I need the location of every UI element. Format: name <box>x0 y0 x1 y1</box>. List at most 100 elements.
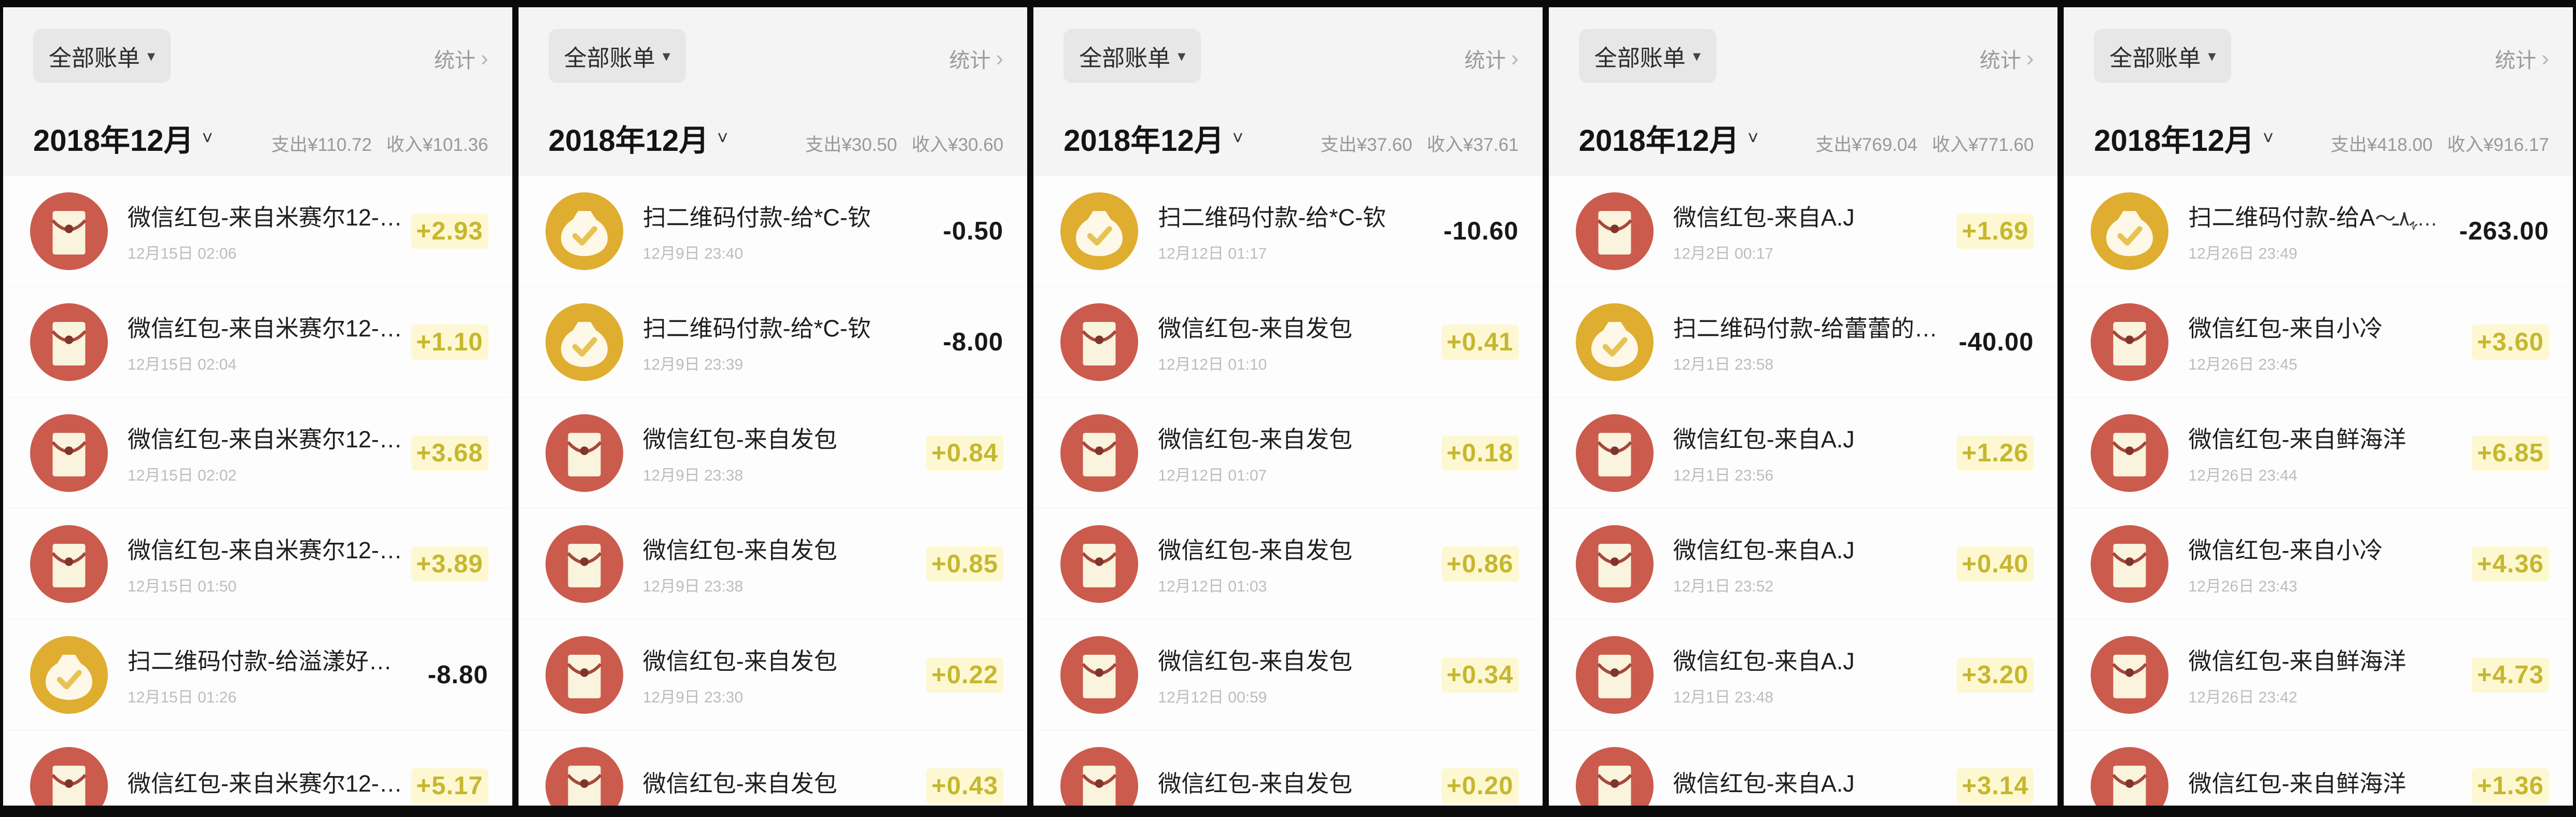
red-envelope-icon <box>1060 414 1139 492</box>
transaction-date: 12月1日 23:56 <box>1673 467 1774 484</box>
filter-dropdown[interactable]: 全部账单 ▾ <box>1578 29 1716 83</box>
transaction-row[interactable]: 微信红包-来自发包〜ﮩ٨ـ… 12月12日 00:59 +0.34 <box>1033 619 1543 730</box>
transaction-amount: +1.26 <box>1956 435 2034 471</box>
transaction-row[interactable]: 扫二维码付款-给*C-钦〜ﮩ٨ـ… 12月9日 23:39 -8.00 <box>518 286 1028 397</box>
transaction-info: 微信红包-来自米赛尔12-…〜ﮩ٨ـ… <box>128 765 401 806</box>
transaction-title: 扫二维码付款-给*C-钦〜ﮩ٨ـ… <box>642 204 871 231</box>
transaction-row[interactable]: 微信红包-来自发包〜ﮩ٨ـ… 12月12日 01:03 +0.86 <box>1033 508 1543 619</box>
red-envelope-icon <box>1060 636 1139 714</box>
filter-dropdown-label: 全部账单 <box>49 46 140 71</box>
stats-link[interactable]: 统计 › <box>1464 44 1519 74</box>
transaction-amount: +4.36 <box>2471 546 2549 582</box>
month-totals: 支出¥30.50 收入¥30.60 <box>805 130 1003 157</box>
transaction-row[interactable]: 微信红包-来自米赛尔12-…〜ﮩ٨ـ… +5.17 <box>3 730 512 806</box>
month-label: 2018年12月 <box>548 124 709 158</box>
filter-dropdown-label: 全部账单 <box>1594 46 1686 71</box>
transaction-amount: -0.50 <box>943 217 1004 245</box>
month-selector[interactable]: 2018年12月 ˅ <box>2094 116 2274 160</box>
filter-dropdown[interactable]: 全部账单 ▾ <box>2094 29 2232 83</box>
income-total: 收入¥771.60 <box>1931 135 2034 155</box>
chevron-down-icon: ˅ <box>2262 127 2274 148</box>
transaction-row[interactable]: 微信红包-来自A.J〜ﮩ٨ـ… 12月1日 23:48 +3.20 <box>1548 619 2058 730</box>
transaction-date: 12月15日 02:02 <box>128 467 237 484</box>
transaction-list: 微信红包-来自A.J〜ﮩ٨ـ… 12月2日 00:17 +1.69 扫二维码付款… <box>1548 175 2058 806</box>
transaction-info: 扫二维码付款-给*C-钦〜ﮩ٨ـ… 12月9日 23:40 <box>643 199 933 263</box>
transaction-info: 微信红包-来自鲜海洋〜ﮩ٨ـ… 12月26日 23:44 <box>2188 420 2461 485</box>
transaction-row[interactable]: 微信红包-来自发包〜ﮩ٨ـ… +0.20 <box>1033 730 1543 806</box>
transaction-date: 12月15日 02:06 <box>128 245 237 262</box>
transaction-date: 12月12日 00:59 <box>1158 689 1267 706</box>
stats-link[interactable]: 统计 › <box>2495 44 2549 74</box>
transaction-row[interactable]: 微信红包-来自米赛尔12-…〜ﮩ٨ـ… 12月15日 02:06 +2.93 <box>3 175 512 286</box>
transaction-row[interactable]: 扫二维码付款-给*C-钦〜ﮩ٨ـ… 12月12日 01:17 -10.60 <box>1033 175 1543 286</box>
transaction-amount: +0.84 <box>926 435 1004 471</box>
filter-dropdown[interactable]: 全部账单 ▾ <box>33 29 171 83</box>
transaction-row[interactable]: 微信红包-来自A.J〜ﮩ٨ـ… +3.14 <box>1548 730 2058 806</box>
transaction-row[interactable]: 微信红包-来自小冷〜ﮩ٨ـ… 12月26日 23:45 +3.60 <box>2064 286 2573 397</box>
income-total: 收入¥37.61 <box>1426 135 1519 155</box>
transaction-row[interactable]: 微信红包-来自发包〜ﮩ٨ـ… 12月9日 23:30 +0.22 <box>518 619 1028 730</box>
stats-link[interactable]: 统计 › <box>434 44 488 74</box>
transaction-date: 12月9日 23:30 <box>642 689 744 706</box>
transaction-date: 12月26日 23:44 <box>2188 467 2298 484</box>
transaction-row[interactable]: 扫二维码付款-给溢漾好…〜ﮩ٨ـ… 12月15日 01:26 -8.80 <box>3 619 512 730</box>
transaction-amount: +3.89 <box>411 546 488 582</box>
transaction-amount: +0.85 <box>926 546 1004 582</box>
transaction-row[interactable]: 微信红包-来自发包〜ﮩ٨ـ… 12月9日 23:38 +0.84 <box>518 397 1028 508</box>
money-bag-icon <box>30 636 108 714</box>
transaction-date: 12月9日 23:39 <box>642 356 744 373</box>
red-envelope-icon <box>30 525 108 603</box>
filter-dropdown[interactable]: 全部账单 ▾ <box>1063 29 1201 83</box>
transaction-row[interactable]: 微信红包-来自小冷〜ﮩ٨ـ… 12月26日 23:43 +4.36 <box>2064 508 2573 619</box>
transaction-row[interactable]: 微信红包-来自A.J〜ﮩ٨ـ… 12月1日 23:56 +1.26 <box>1548 397 2058 508</box>
transaction-date: 12月12日 01:03 <box>1158 578 1267 595</box>
month-selector[interactable]: 2018年12月 ˅ <box>1579 116 1759 160</box>
transaction-amount: +0.43 <box>926 768 1004 804</box>
transaction-title: 微信红包-来自小冷〜ﮩ٨ـ… <box>2188 537 2383 564</box>
chevron-right-icon: › <box>1511 46 1519 71</box>
transaction-row[interactable]: 扫二维码付款-给A〜ﮩ٨ـ… 12月26日 23:49 -263.00 <box>2064 175 2573 286</box>
stats-link[interactable]: 统计 › <box>1980 44 2034 74</box>
transaction-row[interactable]: 扫二维码付款-给蕾蕾的…〜ﮩ٨ـ… 12月1日 23:58 -40.00 <box>1548 286 2058 397</box>
transaction-row[interactable]: 微信红包-来自鲜海洋〜ﮩ٨ـ… 12月26日 23:42 +4.73 <box>2064 619 2573 730</box>
transaction-row[interactable]: 微信红包-来自发包〜ﮩ٨ـ… +0.43 <box>518 730 1028 806</box>
transaction-row[interactable]: 微信红包-来自发包〜ﮩ٨ـ… 12月12日 01:07 +0.18 <box>1033 397 1543 508</box>
stats-link[interactable]: 统计 › <box>949 44 1004 74</box>
transaction-row[interactable]: 微信红包-来自A.J〜ﮩ٨ـ… 12月2日 00:17 +1.69 <box>1548 175 2058 286</box>
bill-panel: 全部账单 ▾ 统计 › 2018年12月 ˅ 支出¥110.72 收入¥101.… <box>3 7 512 806</box>
transaction-title: 微信红包-来自发包〜ﮩ٨ـ… <box>642 537 837 564</box>
transaction-amount: +5.17 <box>411 768 488 804</box>
transaction-row[interactable]: 微信红包-来自A.J〜ﮩ٨ـ… 12月1日 23:52 +0.40 <box>1548 508 2058 619</box>
red-envelope-icon <box>1575 525 1654 603</box>
panel-header: 全部账单 ▾ 统计 › 2018年12月 ˅ 支出¥418.00 收入¥916.… <box>2064 7 2573 175</box>
transaction-date: 12月1日 23:58 <box>1673 356 1774 373</box>
filter-dropdown[interactable]: 全部账单 ▾ <box>548 29 686 83</box>
filter-dropdown-label: 全部账单 <box>564 46 655 71</box>
transaction-row[interactable]: 微信红包-来自米赛尔12-…〜ﮩ٨ـ… 12月15日 02:02 +3.68 <box>3 397 512 508</box>
money-bag-icon <box>1060 192 1139 270</box>
income-total: 收入¥30.60 <box>912 135 1004 155</box>
money-bag-icon <box>2091 192 2169 270</box>
chevron-down-icon: ˅ <box>1232 127 1243 148</box>
transaction-title: 微信红包-来自小冷〜ﮩ٨ـ… <box>2188 315 2383 342</box>
transaction-amount: -8.00 <box>943 328 1004 356</box>
transaction-info: 微信红包-来自发包〜ﮩ٨ـ… 12月9日 23:30 <box>643 642 916 707</box>
expense-total: 支出¥418.00 <box>2330 135 2433 155</box>
stats-link-label: 统计 <box>1464 49 1506 72</box>
transaction-amount: +2.93 <box>411 213 488 249</box>
transaction-row[interactable]: 微信红包-来自发包〜ﮩ٨ـ… 12月12日 01:10 +0.41 <box>1033 286 1543 397</box>
transaction-row[interactable]: 微信红包-来自米赛尔12-…〜ﮩ٨ـ… 12月15日 01:50 +3.89 <box>3 508 512 619</box>
transaction-title: 微信红包-来自鲜海洋〜ﮩ٨ـ… <box>2188 648 2406 674</box>
transaction-row[interactable]: 微信红包-来自鲜海洋〜ﮩ٨ـ… +1.36 <box>2064 730 2573 806</box>
transaction-row[interactable]: 扫二维码付款-给*C-钦〜ﮩ٨ـ… 12月9日 23:40 -0.50 <box>518 175 1028 286</box>
transaction-row[interactable]: 微信红包-来自米赛尔12-…〜ﮩ٨ـ… 12月15日 02:04 +1.10 <box>3 286 512 397</box>
transaction-row[interactable]: 微信红包-来自鲜海洋〜ﮩ٨ـ… 12月26日 23:44 +6.85 <box>2064 397 2573 508</box>
transaction-title: 扫二维码付款-给*C-钦〜ﮩ٨ـ… <box>642 315 871 342</box>
month-row: 2018年12月 ˅ 支出¥37.60 收入¥37.61 <box>1063 116 1519 175</box>
month-selector[interactable]: 2018年12月 ˅ <box>33 116 213 160</box>
month-selector[interactable]: 2018年12月 ˅ <box>549 116 729 160</box>
transaction-row[interactable]: 微信红包-来自发包〜ﮩ٨ـ… 12月9日 23:38 +0.85 <box>518 508 1028 619</box>
month-selector[interactable]: 2018年12月 ˅ <box>1063 116 1243 160</box>
transaction-info: 微信红包-来自小冷〜ﮩ٨ـ… 12月26日 23:43 <box>2188 531 2461 596</box>
red-envelope-icon <box>1575 636 1654 714</box>
